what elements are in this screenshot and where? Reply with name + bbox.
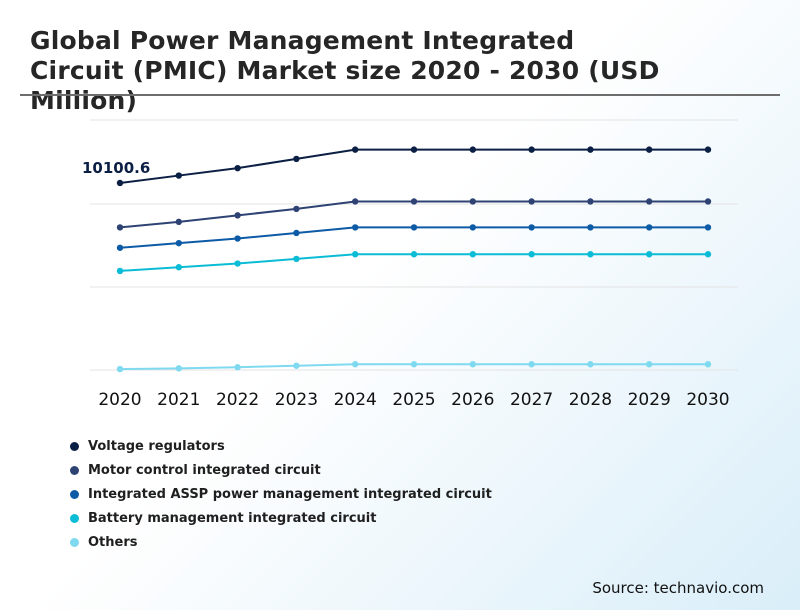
series-4-point-2022 xyxy=(234,364,241,371)
series-4-point-2028 xyxy=(587,361,594,368)
title-divider xyxy=(20,94,780,96)
legend: Voltage regulators Motor control integrat… xyxy=(70,434,492,554)
series-4-point-2023 xyxy=(293,362,300,369)
legend-item-0: Voltage regulators xyxy=(70,434,492,458)
series-4-point-2026 xyxy=(469,361,476,368)
x-tick-label-2022: 2022 xyxy=(216,390,259,410)
legend-label-2: Integrated ASSP power management integra… xyxy=(88,486,492,502)
series-3-point-2027 xyxy=(528,251,535,258)
legend-marker-4 xyxy=(70,537,79,547)
series-0-point-2027 xyxy=(528,146,535,153)
series-3-point-2030 xyxy=(704,251,712,258)
series-0-point-2021 xyxy=(175,172,182,179)
series-3-point-2029 xyxy=(646,251,653,258)
series-4-point-2021 xyxy=(175,365,182,372)
series-2-point-2022 xyxy=(234,235,241,242)
series-2-point-2025 xyxy=(410,224,418,231)
x-tick-label-2029: 2029 xyxy=(628,390,671,410)
x-tick-label-2027: 2027 xyxy=(510,390,553,410)
series-line-1 xyxy=(119,200,708,229)
series-4-point-2020 xyxy=(116,365,124,373)
series-0-point-2020 xyxy=(116,179,124,187)
source-label: Source: technavio.com xyxy=(592,579,764,597)
chart-title: Global Power Management Integrated Circu… xyxy=(30,26,660,115)
series-1-point-2022 xyxy=(234,212,241,219)
legend-item-2: Integrated ASSP power management integra… xyxy=(70,482,492,506)
legend-item-4: Others xyxy=(70,530,492,554)
series-3-point-2028 xyxy=(587,251,594,258)
line-chart: 2020 2021 2022 2023 2024 2025 2026 2027 2028 2029… xyxy=(82,119,738,410)
series-2-point-2024 xyxy=(352,224,359,231)
series-3-point-2022 xyxy=(234,260,241,267)
x-tick-label-2021: 2021 xyxy=(157,390,200,410)
series-3-point-2024 xyxy=(352,251,359,258)
series-0-point-2024 xyxy=(352,146,359,153)
series-2-point-2021 xyxy=(175,239,182,247)
series-4-point-2027 xyxy=(528,361,535,368)
series-1-point-2026 xyxy=(469,198,476,205)
series-4-point-2024 xyxy=(352,361,359,368)
series-1-point-2030 xyxy=(704,198,712,205)
series-2-point-2026 xyxy=(469,224,476,231)
series-4-point-2029 xyxy=(646,361,653,368)
series-1-point-2029 xyxy=(646,198,653,205)
x-tick-label-2025: 2025 xyxy=(392,390,435,410)
series-1-point-2027 xyxy=(528,198,535,205)
legend-label-0: Voltage regulators xyxy=(88,438,225,454)
series-4-point-2030 xyxy=(704,361,712,368)
legend-label-4: Others xyxy=(88,534,138,550)
series-0-point-2029 xyxy=(646,146,653,153)
series-0-point-2028 xyxy=(587,146,594,153)
x-tick-label-2030: 2030 xyxy=(686,390,729,410)
legend-marker-0 xyxy=(70,441,79,451)
series-2-point-2028 xyxy=(587,224,594,231)
x-tick-label-2024: 2024 xyxy=(334,390,377,410)
series-1-point-2021 xyxy=(175,218,182,226)
series-3-point-2025 xyxy=(410,251,418,258)
series-2-point-2023 xyxy=(293,229,300,237)
series-3-point-2020 xyxy=(116,267,124,275)
series-1-point-2025 xyxy=(410,198,418,205)
legend-item-3: Battery management integrated circuit xyxy=(70,506,492,530)
series-1-point-2028 xyxy=(587,198,594,205)
series-line-0 xyxy=(119,148,708,184)
legend-label-1: Motor control integrated circuit xyxy=(88,462,321,478)
series-0-point-2022 xyxy=(234,164,241,172)
legend-marker-3 xyxy=(70,513,79,523)
series-0-point-2026 xyxy=(469,146,476,153)
series-1-point-2023 xyxy=(293,205,300,213)
legend-marker-1 xyxy=(70,465,79,475)
series-3-point-2023 xyxy=(293,255,300,263)
series-0-point-2023 xyxy=(293,155,300,163)
x-tick-label-2026: 2026 xyxy=(451,390,494,410)
series-0-point-2030 xyxy=(704,146,712,153)
series-1-point-2020 xyxy=(116,224,124,231)
x-tick-label-2020: 2020 xyxy=(98,390,141,410)
data-label-0: 10100.6 xyxy=(82,159,150,177)
legend-item-1: Motor control integrated circuit xyxy=(70,458,492,482)
legend-label-3: Battery management integrated circuit xyxy=(88,510,377,526)
series-4-point-2025 xyxy=(410,361,418,368)
series-2-point-2027 xyxy=(528,224,535,231)
series-3-point-2021 xyxy=(175,264,182,271)
series-0-point-2025 xyxy=(410,146,418,153)
x-tick-label-2023: 2023 xyxy=(275,390,318,410)
series-2-point-2029 xyxy=(646,224,653,231)
series-1-point-2024 xyxy=(352,198,359,205)
legend-marker-2 xyxy=(70,489,79,499)
series-2-point-2020 xyxy=(116,244,124,251)
x-tick-label-2028: 2028 xyxy=(569,390,612,410)
series-3-point-2026 xyxy=(469,251,476,258)
series-2-point-2030 xyxy=(704,224,712,231)
